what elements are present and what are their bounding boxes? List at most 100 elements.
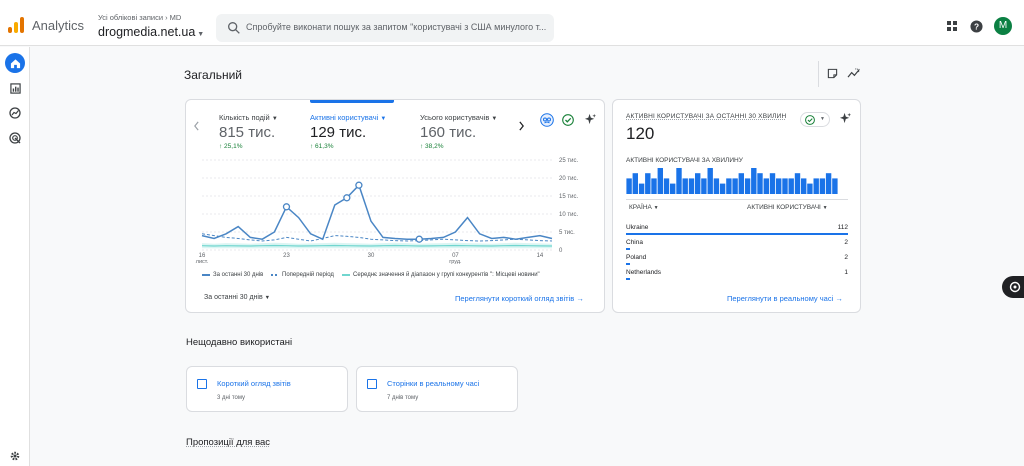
page-actions — [818, 61, 862, 87]
minute-bar — [719, 183, 726, 194]
metric-value: 160 тис. — [420, 124, 477, 141]
note-icon[interactable] — [827, 68, 838, 79]
insights-trend-icon[interactable] — [847, 68, 860, 79]
column-label: КРАЇНА — [629, 204, 652, 211]
overview-card: Кількість подій ▼ 815 тис. ↑ 25,1% Актив… — [185, 99, 605, 313]
chevron-down-icon: ▼ — [820, 116, 825, 122]
browser-top-strip — [0, 0, 1024, 3]
minute-bar — [763, 178, 769, 194]
table-row[interactable]: Poland 2 — [626, 254, 848, 269]
minute-bar — [695, 173, 701, 194]
y-tick-label: 0 — [559, 248, 563, 254]
chevron-left-icon[interactable] — [193, 121, 200, 131]
recent-item-time: 3 дні тому — [217, 395, 246, 401]
minute-bar — [663, 178, 670, 194]
x-tick-label: 16 — [199, 253, 206, 259]
realtime-active-users-value: 120 — [626, 124, 655, 143]
suggestions-section-title[interactable]: Пропозиції для вас — [186, 437, 271, 448]
minute-bar — [657, 168, 663, 194]
view-realtime-link[interactable]: Переглянути в реальному часі → — [727, 294, 843, 303]
data-point-marker — [343, 194, 351, 202]
minute-bar — [776, 178, 782, 194]
date-range-selector[interactable]: За останні 30 днів ▼ — [204, 294, 270, 301]
realtime-title[interactable]: АКТИВНІ КОРИСТУВАЧІ ЗА ОСТАННІ 30 ХВИЛИН — [626, 113, 787, 120]
reports-nav-button[interactable] — [5, 78, 25, 98]
account-breadcrumb[interactable]: Усі облікові записи › MD — [98, 13, 182, 22]
y-tick-label: 20 тис. — [559, 176, 578, 182]
legend-item-current: За останні 30 днів — [202, 272, 263, 278]
legend-item-previous: Попередній період — [271, 272, 334, 278]
recent-item-time: 7 днів тому — [387, 395, 419, 401]
minute-bar — [701, 178, 707, 194]
explore-nav-button[interactable] — [5, 103, 25, 123]
minute-bar — [782, 178, 788, 194]
search-placeholder: Спробуйте виконати пошук за запитом "кор… — [246, 22, 547, 32]
active-users-line-chart: 25 тис. 20 тис. 15 тис. 10 тис. 5 тис. 0 16лис… — [196, 158, 579, 265]
help-icon[interactable]: ? — [970, 20, 983, 33]
advertising-nav-button[interactable] — [5, 128, 25, 148]
sparkle-insights-icon[interactable] — [584, 113, 597, 126]
admin-settings-button[interactable] — [5, 446, 25, 466]
top-app-bar: Analytics Усі облікові записи › MD drogm… — [0, 3, 1024, 46]
metric-tab-total-users[interactable]: Усього користувачів ▼ 160 тис. ↑ 38,2% — [420, 100, 515, 156]
chevron-down-icon: ▼ — [653, 205, 659, 211]
country-users: 2 — [844, 239, 848, 246]
data-point-marker — [355, 181, 363, 189]
legend-label: Середнє значення й діапазон у групі конк… — [353, 272, 540, 278]
sparkle-insights-icon[interactable] — [839, 112, 852, 125]
metric-tab-events[interactable]: Кількість подій ▼ 815 тис. ↑ 25,1% — [219, 100, 299, 156]
app-brand[interactable]: Analytics — [32, 18, 85, 33]
report-icon — [197, 379, 207, 389]
x-tick-sublabel: лист. — [196, 259, 209, 265]
recent-item-reports-snapshot[interactable]: Короткий огляд звітів 3 дні тому — [186, 366, 348, 412]
chevron-down-icon: ▼ — [264, 295, 271, 301]
table-row[interactable]: Ukraine 112 — [626, 224, 848, 239]
property-selector[interactable]: drogmedia.net.ua ▼ — [98, 25, 204, 39]
page-title: Загальний — [184, 68, 242, 82]
chevron-right-icon[interactable] — [518, 121, 525, 131]
y-tick-label: 10 тис. — [559, 212, 578, 218]
minute-bar — [807, 183, 813, 194]
country-name: Netherlands — [626, 269, 662, 276]
chevron-down-icon: ▼ — [271, 116, 278, 122]
metric-value: 129 тис. — [310, 124, 367, 141]
check-circle-icon — [805, 115, 815, 125]
analytics-logo-icon[interactable] — [8, 17, 24, 33]
data-quality-check-icon[interactable] — [562, 114, 574, 126]
benchmark-icon[interactable] — [540, 113, 554, 127]
left-nav-rail — [0, 47, 30, 466]
view-reports-snapshot-link[interactable]: Переглянути короткий огляд звітів → — [455, 294, 584, 303]
link-label: Переглянути короткий огляд звітів — [455, 294, 575, 303]
data-quality-chip[interactable]: ▼ — [800, 112, 830, 127]
search-bar[interactable]: Спробуйте виконати пошук за запитом "кор… — [216, 14, 554, 42]
bar-chart-icon — [9, 82, 21, 94]
arrow-right-icon: → — [835, 294, 843, 303]
share-bar — [626, 248, 631, 250]
avatar[interactable]: M — [994, 17, 1012, 35]
country-column-header[interactable]: КРАЇНА ▼ — [629, 204, 659, 211]
minute-bar — [651, 178, 657, 194]
divider — [626, 199, 848, 200]
y-tick-label: 25 тис. — [559, 158, 578, 164]
table-row[interactable]: China 2 — [626, 239, 848, 254]
minute-bar — [626, 178, 632, 194]
metric-label: Активні користувачі — [310, 113, 379, 122]
property-name: drogmedia.net.ua — [98, 25, 196, 39]
chevron-down-icon: ▼ — [380, 116, 387, 122]
recent-section-title: Нещодавно використані — [186, 337, 293, 348]
metric-label: Кількість подій — [219, 113, 270, 122]
minute-bar — [707, 168, 713, 194]
home-nav-button[interactable] — [5, 53, 25, 73]
floating-assistant-button[interactable] — [1002, 276, 1024, 298]
metric-tab-active-users[interactable]: Активні користувачі ▼ 129 тис. ↑ 61,3% — [310, 100, 400, 156]
recent-item-realtime-pages[interactable]: Сторінки в реальному часі 7 днів тому — [356, 366, 518, 412]
table-row[interactable]: Netherlands 1 — [626, 269, 848, 284]
legend-swatch — [271, 274, 279, 276]
apps-grid-icon[interactable] — [946, 20, 958, 32]
minute-bar — [638, 183, 645, 194]
minute-bar — [832, 178, 838, 194]
users-column-header[interactable]: АКТИВНІ КОРИСТУВАЧІ ▼ — [747, 204, 828, 211]
chevron-down-icon: ▼ — [822, 205, 828, 211]
current-period-line — [201, 183, 553, 241]
minute-bar — [726, 178, 732, 194]
